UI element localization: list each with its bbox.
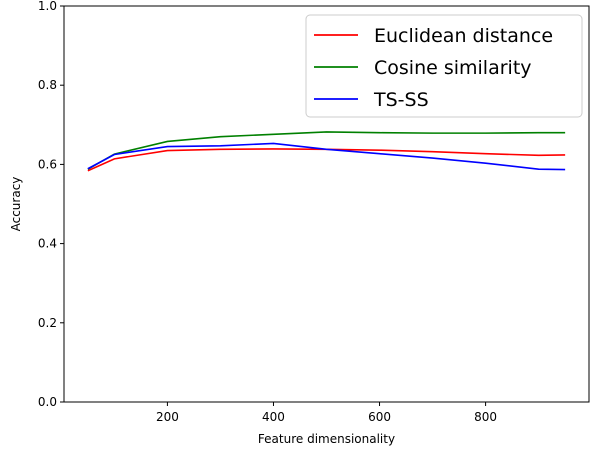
x-axis-label: Feature dimensionality (258, 432, 395, 446)
x-tick-label: 800 (474, 410, 497, 424)
y-axis-label: Accuracy (9, 177, 23, 232)
y-tick-label: 0.0 (38, 395, 57, 409)
legend-box (305, 14, 583, 118)
legend-label: TS-SS (373, 89, 429, 111)
y-tick-label: 0.6 (38, 157, 57, 171)
legend-label: Cosine similarity (374, 57, 532, 79)
x-axis-ticks: 200 400 600 800 (156, 402, 497, 424)
y-tick-label: 0.8 (38, 78, 57, 92)
y-tick-label: 1.0 (38, 0, 57, 13)
series-line-1 (87, 148, 566, 172)
series-line-3 (87, 142, 566, 171)
x-tick-label: 600 (368, 410, 391, 424)
legend-label: Euclidean distance (374, 25, 553, 47)
series-layer (87, 131, 566, 172)
y-tick-label: 0.2 (38, 316, 57, 330)
y-tick-label: 0.4 (38, 237, 57, 251)
x-tick-label: 200 (156, 410, 179, 424)
x-tick-label: 400 (262, 410, 285, 424)
y-axis-ticks: 0.0 0.2 0.4 0.6 0.8 1.0 (38, 0, 64, 409)
series-line-2 (87, 131, 566, 170)
plot-frame (63, 5, 590, 403)
legend: Euclidean distance Cosine similarity TS-SS (305, 14, 583, 118)
